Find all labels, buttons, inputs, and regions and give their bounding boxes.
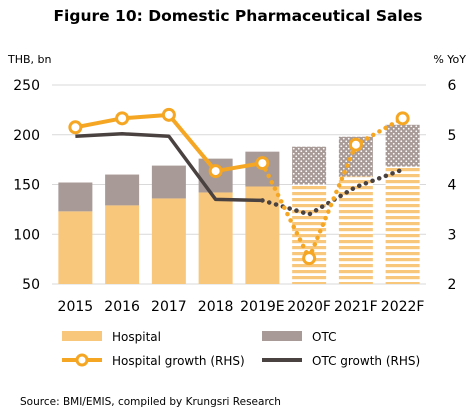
- hospital-bar: [245, 186, 280, 284]
- legend-swatch-otc: [262, 331, 302, 341]
- left-axis-unit: THB, bn: [7, 53, 52, 66]
- otc-growth-line-forecast: [260, 167, 405, 217]
- source-note: Source: BMI/EMIS, compiled by Krungsri R…: [20, 396, 281, 408]
- right-axis-tick-label: 5: [448, 128, 457, 144]
- hospital-growth-line-actual: [74, 112, 263, 174]
- x-axis-tick-label: 2017: [151, 299, 187, 315]
- legend-swatch-hospital: [62, 331, 102, 341]
- otc-growth-line-actual: [75, 132, 263, 203]
- left-axis-tick-label: 150: [13, 178, 40, 194]
- hospital-bar: [151, 198, 186, 284]
- x-axis-tick-label: 2018: [198, 299, 234, 315]
- left-axis-tick-label: 250: [13, 78, 40, 94]
- hospital-growth-marker: [302, 251, 317, 266]
- right-axis-tick-label: 6: [448, 78, 457, 94]
- hospital-growth-marker: [208, 164, 223, 179]
- left-axis-tick-label: 200: [13, 128, 40, 144]
- x-axis-tick-label: 2019E: [240, 299, 284, 315]
- hospital-growth-marker: [68, 120, 83, 135]
- otc-bar: [151, 165, 186, 199]
- hospital-bar: [385, 166, 420, 284]
- legend-label-hospital: Hospital: [112, 330, 161, 344]
- hospital-growth-line-forecast: [260, 116, 405, 264]
- otc-bar: [58, 182, 93, 212]
- right-axis-tick-label: 3: [448, 227, 457, 243]
- hospital-bar: [198, 192, 233, 284]
- x-axis-tick-label: 2021F: [334, 299, 378, 315]
- x-axis-tick-label: 2022F: [381, 299, 425, 315]
- bar-series: [58, 124, 420, 284]
- legend-label-otc: OTC: [312, 330, 336, 344]
- otc-bar: [292, 146, 327, 185]
- right-axis-tick-label: 2: [448, 277, 457, 293]
- legend-marker-hospital-growth: [75, 353, 89, 367]
- hospital-bar: [58, 211, 93, 284]
- legend-label-hospital-growth: Hospital growth (RHS): [112, 354, 245, 368]
- x-axis-tick-label: 2016: [104, 299, 140, 315]
- hospital-growth-marker: [395, 111, 410, 126]
- hospital-bar: [105, 205, 140, 284]
- line-series: [68, 107, 410, 266]
- legend: Hospital OTC Hospital growth (RHS) OTC grow…: [62, 330, 420, 368]
- chart-title: Figure 10: Domestic Pharmaceutical Sales: [53, 7, 423, 25]
- left-axis-tick-label: 100: [13, 227, 40, 243]
- hospital-bar: [338, 176, 373, 284]
- x-axis-tick-label: 2015: [58, 299, 94, 315]
- axis-tick-labels: 50 100 150 200 250 2 3 4 5 6 2015 2016 2017 2018 2019E…: [13, 78, 456, 315]
- otc-bar: [385, 124, 420, 167]
- legend-label-otc-growth: OTC growth (RHS): [312, 354, 420, 368]
- hospital-growth-marker: [255, 156, 270, 171]
- otc-bar: [105, 174, 140, 206]
- hospital-growth-marker: [348, 137, 363, 152]
- right-axis-unit: % YoY: [433, 53, 466, 66]
- x-axis-tick-label: 2020F: [287, 299, 331, 315]
- hospital-growth-marker: [161, 107, 176, 122]
- right-axis-tick-label: 4: [448, 178, 457, 194]
- left-axis-tick-label: 50: [22, 277, 40, 293]
- hospital-growth-marker: [115, 111, 130, 126]
